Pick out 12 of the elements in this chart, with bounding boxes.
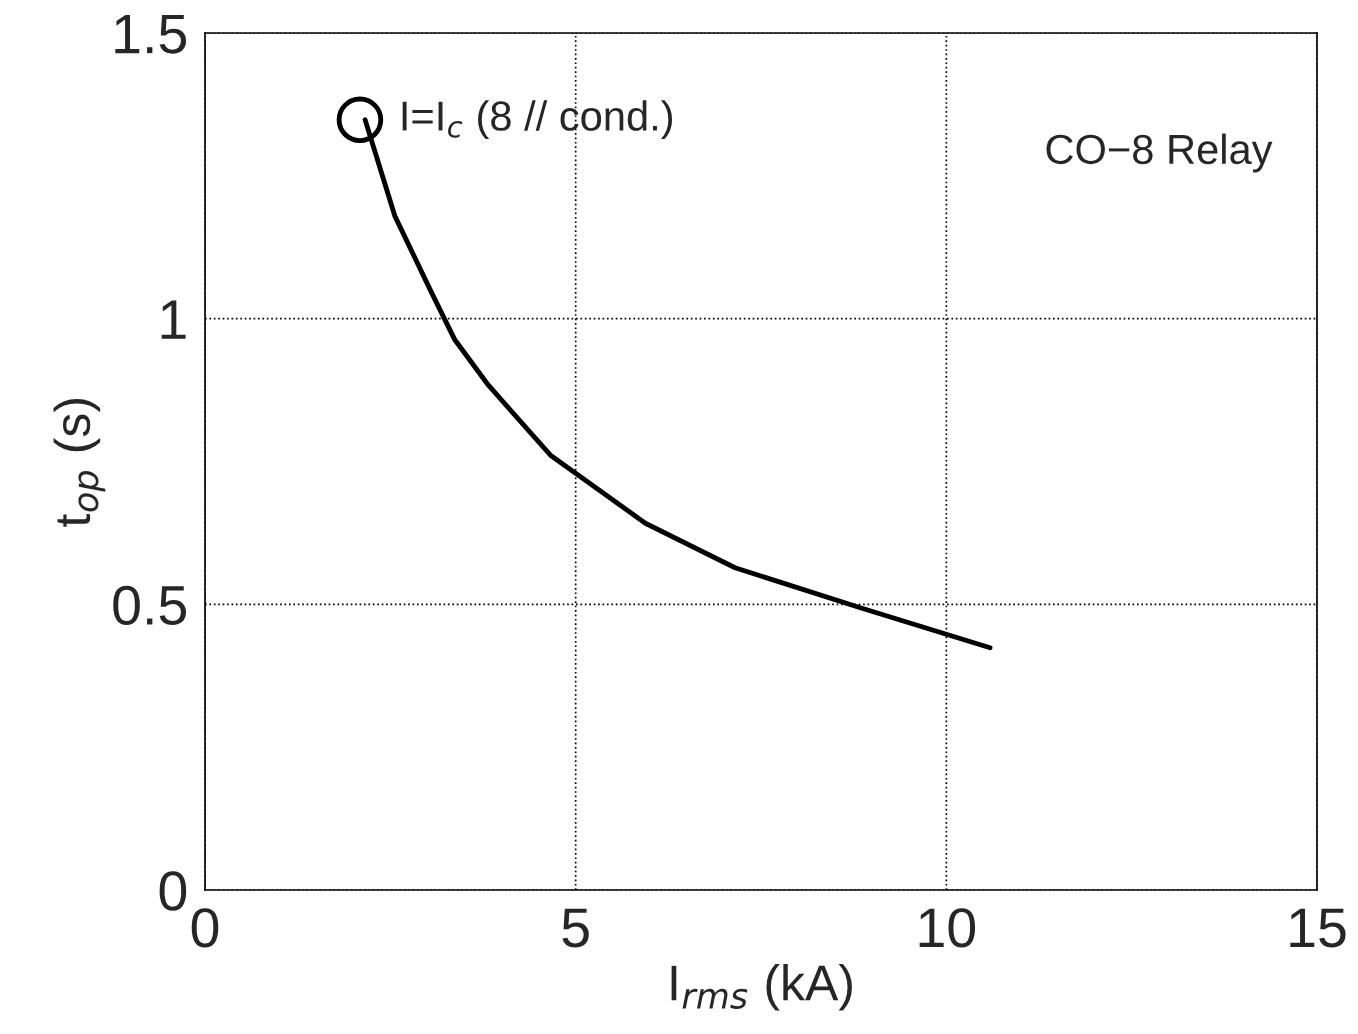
x-tick-label: 10: [919, 908, 976, 948]
y-tick-label: 1.5: [115, 14, 187, 54]
x-tick-label: 15: [1290, 908, 1346, 948]
x-tick-label: 5: [562, 908, 589, 948]
annotation: I=I$_{c}$ (8 // cond.): [402, 100, 673, 140]
y-tick-label: 1: [161, 300, 186, 339]
x-tick-label: 0: [191, 908, 219, 948]
y-axis-title: t$_{op}$ (s): [53, 399, 106, 527]
y-tick-label: 0.5: [113, 585, 187, 626]
y-tick-label: 0: [159, 871, 187, 911]
annotation: CO−8 Relay: [1046, 133, 1273, 173]
x-axis-title: I$_{rms}$ (kA): [671, 964, 852, 1011]
